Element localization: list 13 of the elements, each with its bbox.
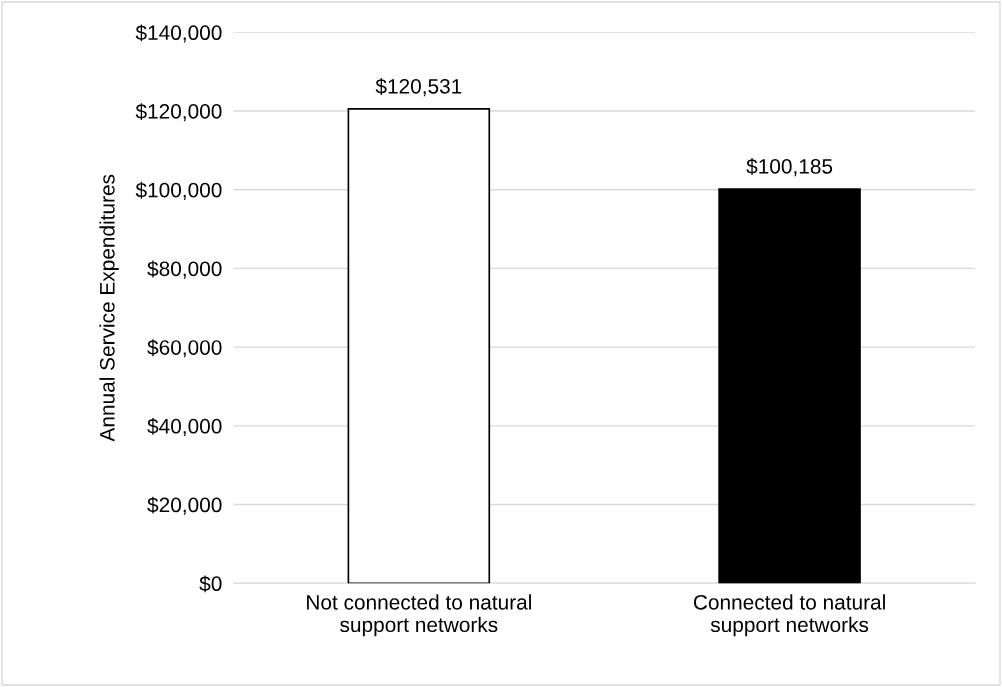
x-tick-label: Not connected to natural support networks — [307, 594, 531, 637]
x-tick-label: Connected to natural support networks — [693, 594, 885, 637]
y-tick-label: $60,000 — [147, 339, 222, 358]
data-label: $120,531 — [375, 78, 462, 97]
y-axis-title: Annual Service Expenditures — [99, 174, 119, 442]
y-tick-label: $80,000 — [147, 260, 222, 279]
data-label: $100,185 — [746, 158, 833, 177]
y-tick-label: $20,000 — [147, 496, 222, 515]
y-tick-label: $120,000 — [135, 103, 222, 122]
y-tick-label: $40,000 — [147, 417, 222, 437]
y-tick-label: $140,000 — [135, 24, 222, 43]
y-tick-label: $0 — [199, 575, 222, 593]
y-tick-label: $100,000 — [135, 181, 222, 200]
